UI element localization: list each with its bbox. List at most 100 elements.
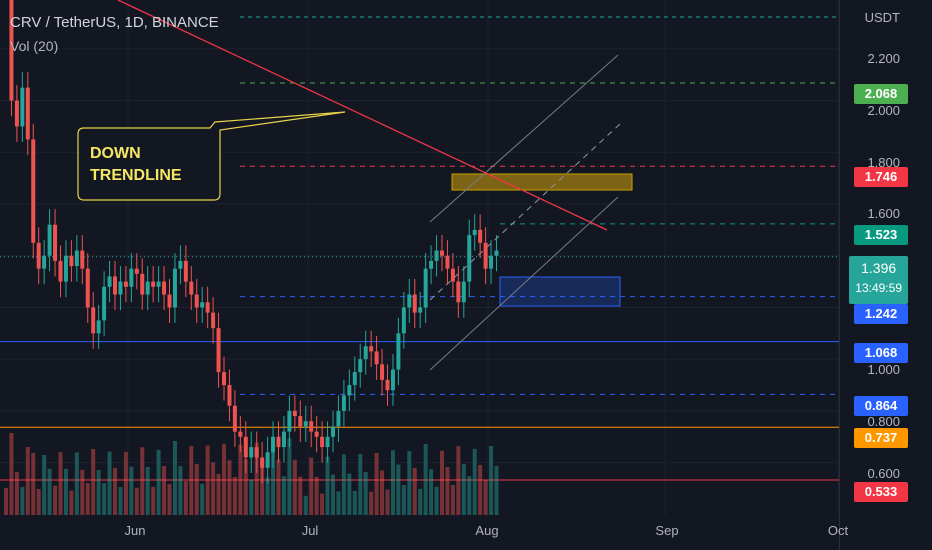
volume-bar (281, 476, 286, 515)
candle (478, 229, 483, 243)
candle (14, 100, 19, 127)
candle (216, 328, 221, 373)
volume-bar (53, 485, 58, 515)
volume-bar (47, 468, 52, 515)
candle (418, 307, 423, 313)
volume-bar (232, 477, 237, 515)
volume-bar (102, 483, 107, 515)
candle (107, 276, 112, 287)
candle (461, 281, 466, 303)
channel-lower (429, 196, 619, 371)
candle (472, 229, 477, 236)
volume-bar (450, 485, 455, 515)
candle (287, 410, 292, 432)
channel-upper (429, 54, 619, 223)
volume-bar (20, 487, 25, 515)
volume-bar (243, 459, 248, 515)
candle (189, 281, 194, 295)
volume-indicator-label[interactable]: Vol (20) (10, 38, 59, 54)
volume-bar (358, 454, 363, 515)
candle (450, 268, 455, 282)
candle (281, 431, 286, 448)
volume-bar (80, 469, 85, 515)
volume-bar (418, 488, 423, 515)
candle (58, 260, 63, 282)
volume-bar (91, 449, 96, 515)
volume-bar (445, 467, 450, 515)
level-badge-1523: 1.523 (854, 225, 908, 245)
candle (489, 255, 494, 269)
volume-bar (134, 487, 139, 515)
x-tick-sep: Sep (655, 523, 679, 538)
volume-bar (178, 466, 183, 515)
x-tick-aug: Aug (475, 523, 499, 538)
candle (9, 0, 14, 101)
volume-bar (341, 454, 346, 515)
candle (31, 139, 36, 243)
volume-bar (9, 433, 14, 515)
volume-bar (434, 486, 439, 515)
candle (205, 302, 210, 313)
candle (358, 359, 363, 373)
candle (53, 224, 58, 261)
candle (347, 385, 352, 396)
candle (303, 421, 308, 427)
volume-bar (172, 441, 177, 515)
candle (292, 410, 297, 417)
volume-bar (461, 464, 466, 515)
volume-bar (249, 479, 254, 515)
price-chart[interactable]: DOWN TRENDLINE (0, 0, 840, 550)
candle (85, 268, 90, 308)
candle (276, 436, 281, 448)
axis-tick: 2.200 (867, 51, 900, 66)
volume-bar (156, 449, 161, 515)
volume-bar (145, 467, 150, 515)
axis-tick: 0.800 (867, 414, 900, 429)
candle (151, 281, 156, 287)
candle (63, 255, 68, 282)
candle (265, 452, 270, 468)
candle (140, 273, 145, 295)
volume-bar (254, 442, 259, 515)
volume-bar (407, 451, 412, 515)
candle (129, 268, 134, 287)
target-zone (499, 276, 621, 307)
candle (254, 447, 259, 458)
volume-bar (25, 447, 30, 515)
candle (47, 224, 52, 256)
volume-bar (374, 453, 379, 515)
candle (232, 405, 237, 432)
candle (314, 431, 319, 437)
currency-label: USDT (864, 10, 900, 25)
volume-bar (292, 459, 297, 515)
volume-bar (113, 467, 117, 515)
candle (42, 255, 47, 269)
volume-bar (309, 457, 314, 515)
volume-bar (31, 453, 36, 515)
volume-bar (467, 476, 472, 515)
x-tick-oct: Oct (827, 523, 849, 538)
volume-bar (205, 445, 210, 515)
annotation-line-1: DOWN (90, 145, 141, 162)
volume-bar (320, 493, 325, 515)
annotation-callout (77, 111, 346, 201)
volume-bar (211, 462, 216, 515)
last-price-badge: 1.396 13:49:59 (849, 256, 908, 304)
level-badge-0737: 0.737 (854, 428, 908, 448)
volume-bar (456, 446, 461, 515)
candle (183, 260, 188, 282)
volume-bar (325, 456, 330, 515)
candle (445, 255, 450, 269)
volume-bar (167, 484, 172, 515)
candle (363, 346, 368, 360)
volume-bar (489, 446, 494, 515)
candle (167, 294, 172, 308)
annotation-line-2: TRENDLINE (90, 167, 182, 184)
volume-bar (227, 460, 232, 515)
resistance-zone (451, 173, 633, 191)
candle (271, 436, 276, 453)
candle (69, 255, 74, 267)
price-axis[interactable]: USDT 2.200 2.000 1.800 1.600 1.000 0.800… (839, 0, 932, 550)
volume-bar (483, 480, 488, 515)
volume-bar (478, 465, 483, 515)
